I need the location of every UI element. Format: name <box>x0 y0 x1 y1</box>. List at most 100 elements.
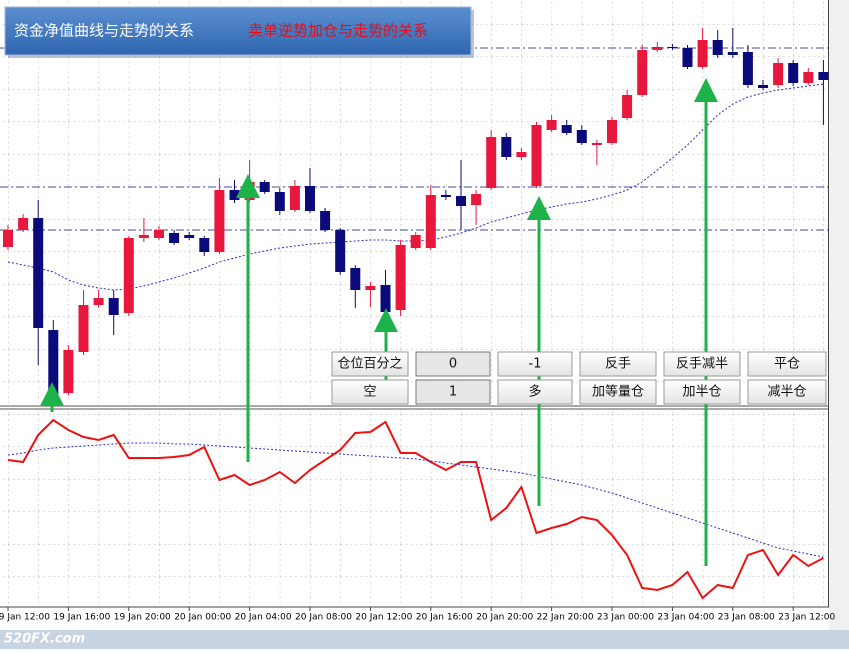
candle-body <box>18 218 29 230</box>
candle-body <box>380 285 391 312</box>
button-label[interactable]: 仓位百分之 <box>337 357 402 372</box>
candle-body <box>591 143 602 145</box>
candle-body <box>712 40 723 55</box>
button-label[interactable]: 减半仓 <box>767 385 806 400</box>
x-tick-label: 23 Jan 00:00 <box>597 613 654 623</box>
x-tick-label: 23 Jan 12:00 <box>778 613 835 623</box>
candle-body <box>350 268 361 290</box>
candle-body <box>229 190 240 200</box>
grid <box>0 0 828 405</box>
candle-body <box>531 125 542 186</box>
button[interactable] <box>497 351 573 377</box>
candle-body <box>78 305 89 352</box>
button[interactable] <box>663 351 741 377</box>
candle-body <box>259 182 270 192</box>
candle-body <box>33 218 44 328</box>
series-line <box>7 83 824 291</box>
button[interactable] <box>663 379 741 405</box>
x-tick-label: 20 Jan 08:00 <box>295 613 352 623</box>
candle-body <box>48 330 59 395</box>
button[interactable] <box>747 379 827 405</box>
candle-body <box>395 245 406 310</box>
candle-body <box>576 130 587 143</box>
header-subtitle: 卖单逆势加仓与走势的关系 <box>248 22 428 40</box>
candle-body <box>788 63 799 83</box>
button[interactable] <box>331 379 409 405</box>
button-label[interactable]: 加半仓 <box>682 385 721 400</box>
x-tick-label: 20 Jan 12:00 <box>355 613 412 623</box>
button-label[interactable]: 0 <box>449 357 457 372</box>
candle-body <box>637 50 648 95</box>
candle-body <box>138 235 149 238</box>
header-title: 资金净值曲线与走势的关系 <box>14 22 194 40</box>
candle-body <box>682 48 693 67</box>
candle-body <box>652 47 663 50</box>
candle-body <box>425 195 436 248</box>
candle-body <box>244 182 255 200</box>
candle-body <box>3 230 13 247</box>
candle-body <box>818 72 829 80</box>
candle-body <box>456 196 466 206</box>
candle-body <box>803 72 814 83</box>
candle-body <box>697 40 708 67</box>
x-tick-label: 19 Jan 20:00 <box>114 613 171 623</box>
candle-body <box>320 211 331 230</box>
candle-body <box>410 235 421 248</box>
header-box <box>4 6 472 56</box>
candle-body <box>546 120 557 130</box>
x-tick-label: 20 Jan 00:00 <box>174 613 231 623</box>
candle-body <box>123 238 134 313</box>
button[interactable] <box>579 351 657 377</box>
button-label[interactable]: 空 <box>363 385 376 400</box>
candle-body <box>516 152 527 157</box>
candle-body <box>561 125 572 133</box>
grid <box>0 410 828 606</box>
candle-body <box>199 238 210 252</box>
candle-body <box>607 120 617 143</box>
candle-body <box>169 233 180 243</box>
button[interactable] <box>331 351 409 377</box>
button[interactable] <box>579 379 657 405</box>
button-label[interactable]: 反手 <box>605 357 631 372</box>
input-box[interactable] <box>415 379 491 405</box>
x-tick-label: 23 Jan 04:00 <box>657 613 714 623</box>
x-tick-label: 22 Jan 20:00 <box>537 613 594 623</box>
candle-body <box>471 194 482 205</box>
candle-body <box>440 195 451 197</box>
candle-body <box>622 95 633 118</box>
candle-body <box>108 298 119 315</box>
button-label[interactable]: 反手减半 <box>676 357 728 372</box>
x-tick-label: 23 Jan 08:00 <box>718 613 775 623</box>
x-tick-label: 20 Jan 20:00 <box>476 613 533 623</box>
footer <box>0 630 849 649</box>
input-box[interactable] <box>415 351 491 377</box>
series-line <box>7 418 824 600</box>
candle-body <box>335 230 346 272</box>
x-tick-label: 20 Jan 16:00 <box>416 613 473 623</box>
button[interactable] <box>747 351 827 377</box>
watermark: 520FX.com <box>4 632 85 647</box>
button-label[interactable]: 加等量仓 <box>592 384 644 400</box>
candle-body <box>486 137 497 188</box>
candle-body <box>758 85 768 88</box>
x-tick-label: 20 Jan 04:00 <box>235 613 292 623</box>
button[interactable] <box>497 379 573 405</box>
candle-body <box>305 186 315 211</box>
button-label[interactable]: 平仓 <box>774 357 800 372</box>
button-label[interactable]: 多 <box>528 384 541 400</box>
x-tick-label: 19 Jan 12:00 <box>0 613 50 623</box>
candle-body <box>365 286 376 290</box>
candle-body <box>773 63 784 85</box>
candle-body <box>214 190 225 252</box>
candle-body <box>727 52 738 55</box>
candle-body <box>184 235 195 238</box>
candle-body <box>289 186 300 210</box>
candle-body <box>154 230 164 238</box>
button-label[interactable]: -1 <box>529 357 542 372</box>
candle-body <box>63 350 74 393</box>
candle-body <box>501 137 512 157</box>
candle-body <box>667 47 678 48</box>
candle-body <box>274 192 285 211</box>
button-label[interactable]: 1 <box>449 385 457 400</box>
